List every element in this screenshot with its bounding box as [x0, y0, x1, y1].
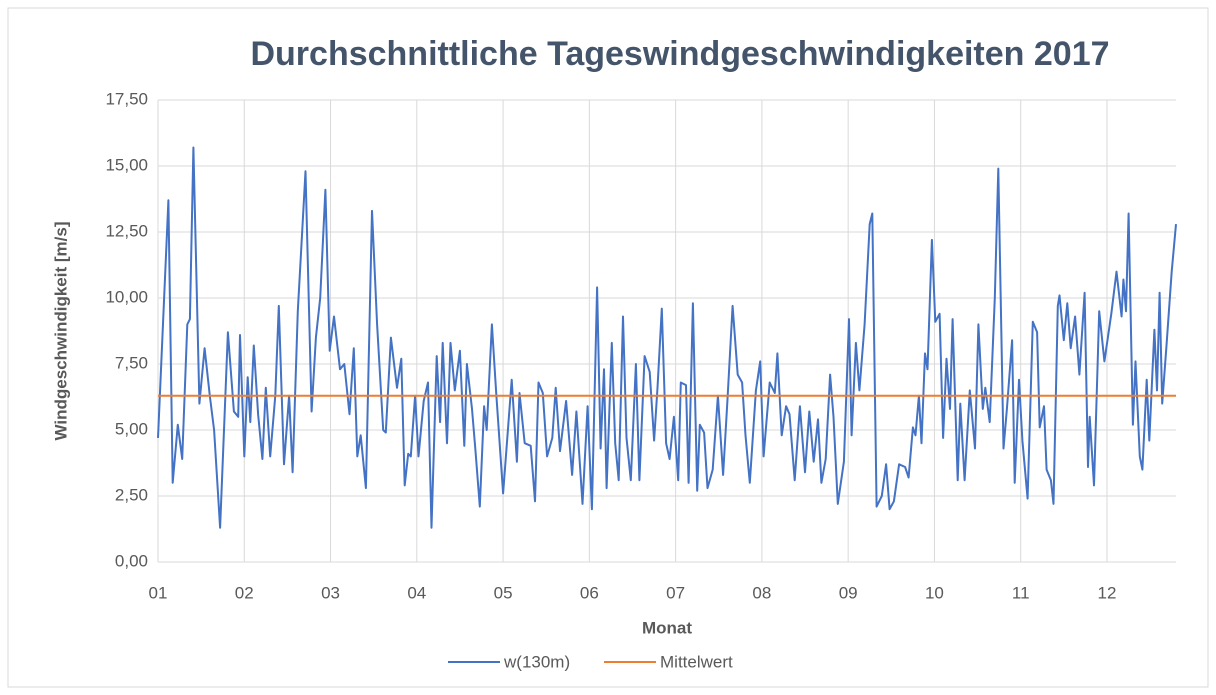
chart-border [7, 7, 1209, 688]
y-tick-label: 7,50 [115, 353, 148, 372]
x-tick-label: 01 [149, 583, 168, 602]
y-tick-label: 12,50 [105, 221, 148, 240]
y-axis-label: Windgeschwindigkeit [m/s] [51, 222, 70, 441]
y-tick-label: 15,00 [105, 155, 148, 174]
x-tick-label: 06 [580, 583, 599, 602]
series-line [157, 146, 1177, 529]
y-tick-label: 0,00 [115, 551, 148, 570]
legend-label: w(130m) [503, 652, 570, 671]
x-tick-label: 02 [235, 583, 254, 602]
x-tick-label: 08 [752, 583, 771, 602]
x-tick-label: 05 [494, 583, 513, 602]
x-tick-label: 03 [321, 583, 340, 602]
x-tick-label: 09 [839, 583, 858, 602]
x-axis-label: Monat [642, 618, 692, 637]
y-tick-label: 17,50 [105, 89, 148, 108]
x-tick-label: 07 [666, 583, 685, 602]
chart-title: Durchschnittliche Tageswindgeschwindigke… [250, 35, 1109, 73]
y-tick-label: 2,50 [115, 485, 148, 504]
x-tick-label: 11 [1012, 583, 1030, 602]
y-tick-label: 10,00 [105, 287, 148, 306]
x-tick-label: 04 [407, 583, 426, 602]
x-tick-label: 10 [925, 583, 944, 602]
legend: w(130m) Mittelwert [448, 652, 733, 671]
legend-label: Mittelwert [660, 652, 733, 671]
y-tick-label: 5,00 [115, 419, 148, 438]
x-tick-label: 12 [1098, 583, 1117, 602]
